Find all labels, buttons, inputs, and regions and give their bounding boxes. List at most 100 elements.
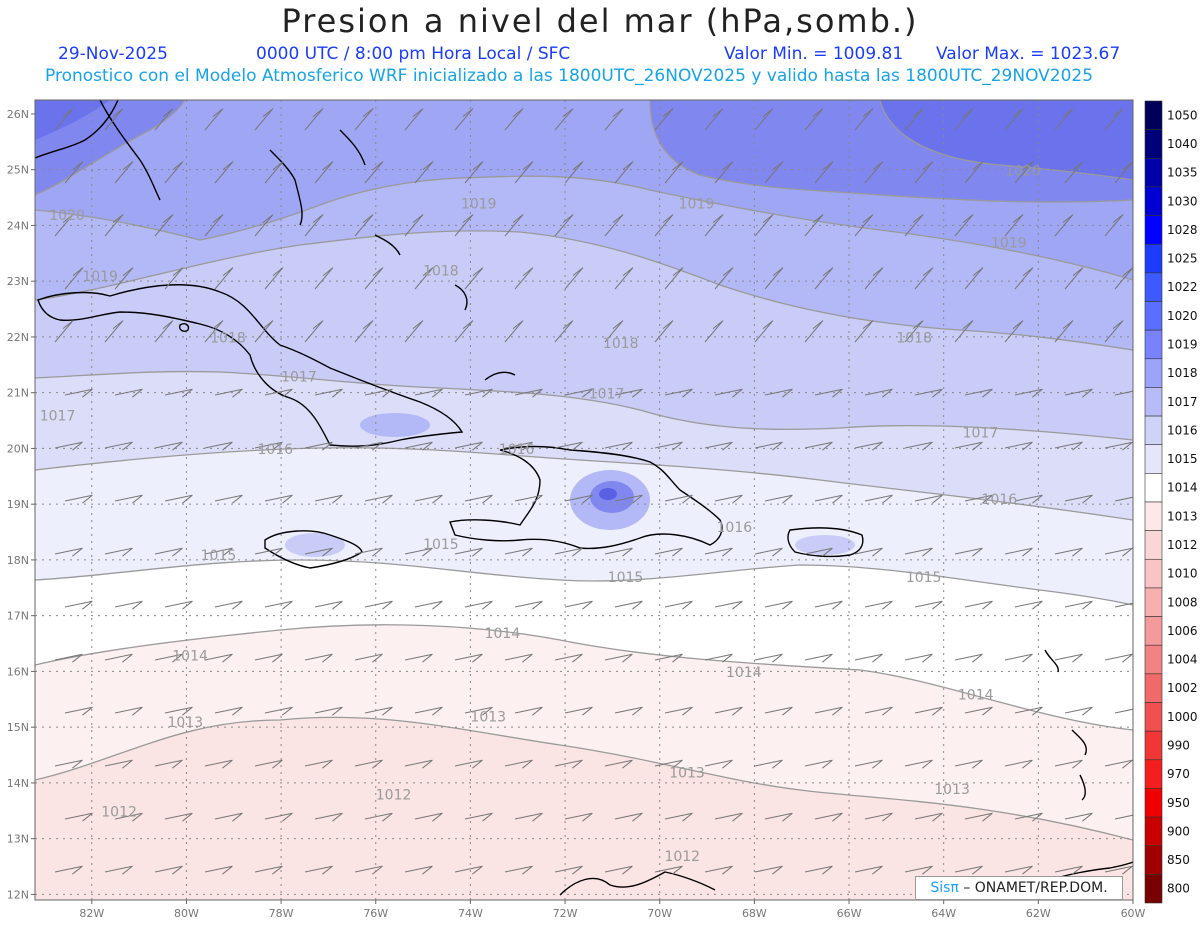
wind-barb	[314, 706, 343, 716]
lat-tick-label: 21N	[7, 387, 29, 400]
wind-barb	[514, 388, 543, 398]
isobar-label: 1014	[485, 626, 521, 642]
wind-barb	[504, 653, 533, 663]
wind-barb	[214, 494, 243, 504]
wind-barb	[1104, 865, 1133, 875]
wind-barb	[364, 388, 393, 398]
wind-barb	[554, 653, 583, 663]
legend-swatch	[1144, 387, 1163, 417]
wind-barb	[504, 547, 533, 557]
wind-barb	[1104, 441, 1133, 451]
legend-swatch	[1144, 129, 1163, 159]
wind-barb	[264, 267, 284, 290]
wind-barb	[714, 388, 743, 398]
wind-barb	[714, 706, 743, 716]
wind-barb	[714, 267, 734, 290]
wind-barb	[54, 653, 83, 663]
wind-barb	[604, 653, 633, 663]
wind-barb	[204, 865, 233, 875]
lat-tick-label: 26N	[7, 108, 29, 121]
wind-barb	[1114, 496, 1133, 504]
wind-barb	[804, 214, 824, 237]
wind-barb	[1014, 706, 1043, 716]
wind-barb	[204, 759, 233, 769]
wind-barb	[1114, 602, 1133, 610]
legend-swatch	[1144, 215, 1163, 245]
wind-barb	[904, 865, 933, 875]
wind-barb	[404, 320, 424, 343]
wind-barb	[1104, 108, 1124, 131]
wind-barb	[514, 600, 543, 610]
wind-barb	[264, 388, 293, 398]
wind-barb	[404, 653, 433, 663]
wind-barb	[304, 320, 324, 343]
wind-barb	[564, 161, 584, 184]
wind-barb	[304, 108, 324, 131]
south-america-coast	[559, 861, 1133, 896]
legend-swatch	[1144, 272, 1163, 302]
wind-barb	[754, 441, 783, 451]
wind-barb	[914, 267, 934, 290]
isobar-label: 1017	[589, 386, 625, 402]
wind-barb	[704, 865, 733, 875]
wind-barb	[754, 108, 774, 131]
legend-swatch	[1144, 501, 1163, 531]
isobar-label: 1018	[896, 331, 932, 347]
wind-barb	[354, 441, 383, 451]
lon-tick-label: 62W	[1026, 907, 1051, 920]
wind-barb	[664, 600, 693, 610]
wind-barb	[954, 547, 983, 557]
wind-barb	[54, 108, 74, 131]
wind-barb	[1004, 865, 1033, 875]
wind-barb	[64, 494, 93, 504]
isobar-label: 1015	[423, 537, 459, 553]
wind-barb	[464, 600, 493, 610]
sispi-logo: Sisπ	[930, 880, 959, 896]
wind-barb	[1104, 214, 1124, 237]
wind-barb	[504, 108, 524, 131]
wind-barb	[914, 600, 943, 610]
wind-barb	[654, 653, 683, 663]
wind-barb	[264, 494, 293, 504]
wind-barb	[1114, 161, 1133, 184]
legend-label: 1025	[1167, 252, 1198, 266]
isobar-label: 1020	[49, 208, 85, 224]
legend-label: 1006	[1167, 624, 1198, 638]
wind-barb	[254, 441, 283, 451]
isobar-label: 1012	[376, 788, 412, 804]
wind-barb	[964, 388, 993, 398]
lon-tick-label: 80W	[174, 907, 199, 920]
wind-barb	[754, 865, 783, 875]
wind-barb	[304, 547, 333, 557]
wind-barb	[114, 267, 134, 290]
wind-barb	[54, 759, 83, 769]
wind-barb	[464, 388, 493, 398]
max-value: Valor Max. = 1023.67	[936, 44, 1121, 64]
puertorico-pocket	[795, 535, 855, 555]
wind-barb	[1054, 865, 1083, 875]
wind-barb	[154, 653, 183, 663]
chart-title: Presion a nivel del mar (hPa,somb.)	[281, 2, 919, 40]
wind-barb	[154, 547, 183, 557]
wind-barb	[1004, 214, 1024, 237]
wind-barb	[204, 547, 233, 557]
wind-barb	[604, 320, 624, 343]
legend-swatch	[1144, 673, 1163, 703]
wind-barb	[864, 812, 893, 822]
bahamas-3	[374, 234, 401, 256]
wind-barb	[464, 494, 493, 504]
wind-barb	[64, 388, 93, 398]
lon-tick-label: 82W	[79, 907, 104, 920]
wind-barb	[1054, 759, 1083, 769]
lon-tick-label: 66W	[837, 907, 862, 920]
wind-barb	[764, 388, 793, 398]
legend-label: 1022	[1167, 280, 1198, 294]
wind-barb	[764, 161, 784, 184]
wind-barb	[54, 865, 83, 875]
wind-barb	[864, 388, 893, 398]
wind-barb	[304, 865, 333, 875]
wind-barb	[964, 600, 993, 610]
wind-barb	[1114, 267, 1133, 290]
legend-label: 1008	[1167, 595, 1198, 609]
wind-barb	[604, 108, 624, 131]
